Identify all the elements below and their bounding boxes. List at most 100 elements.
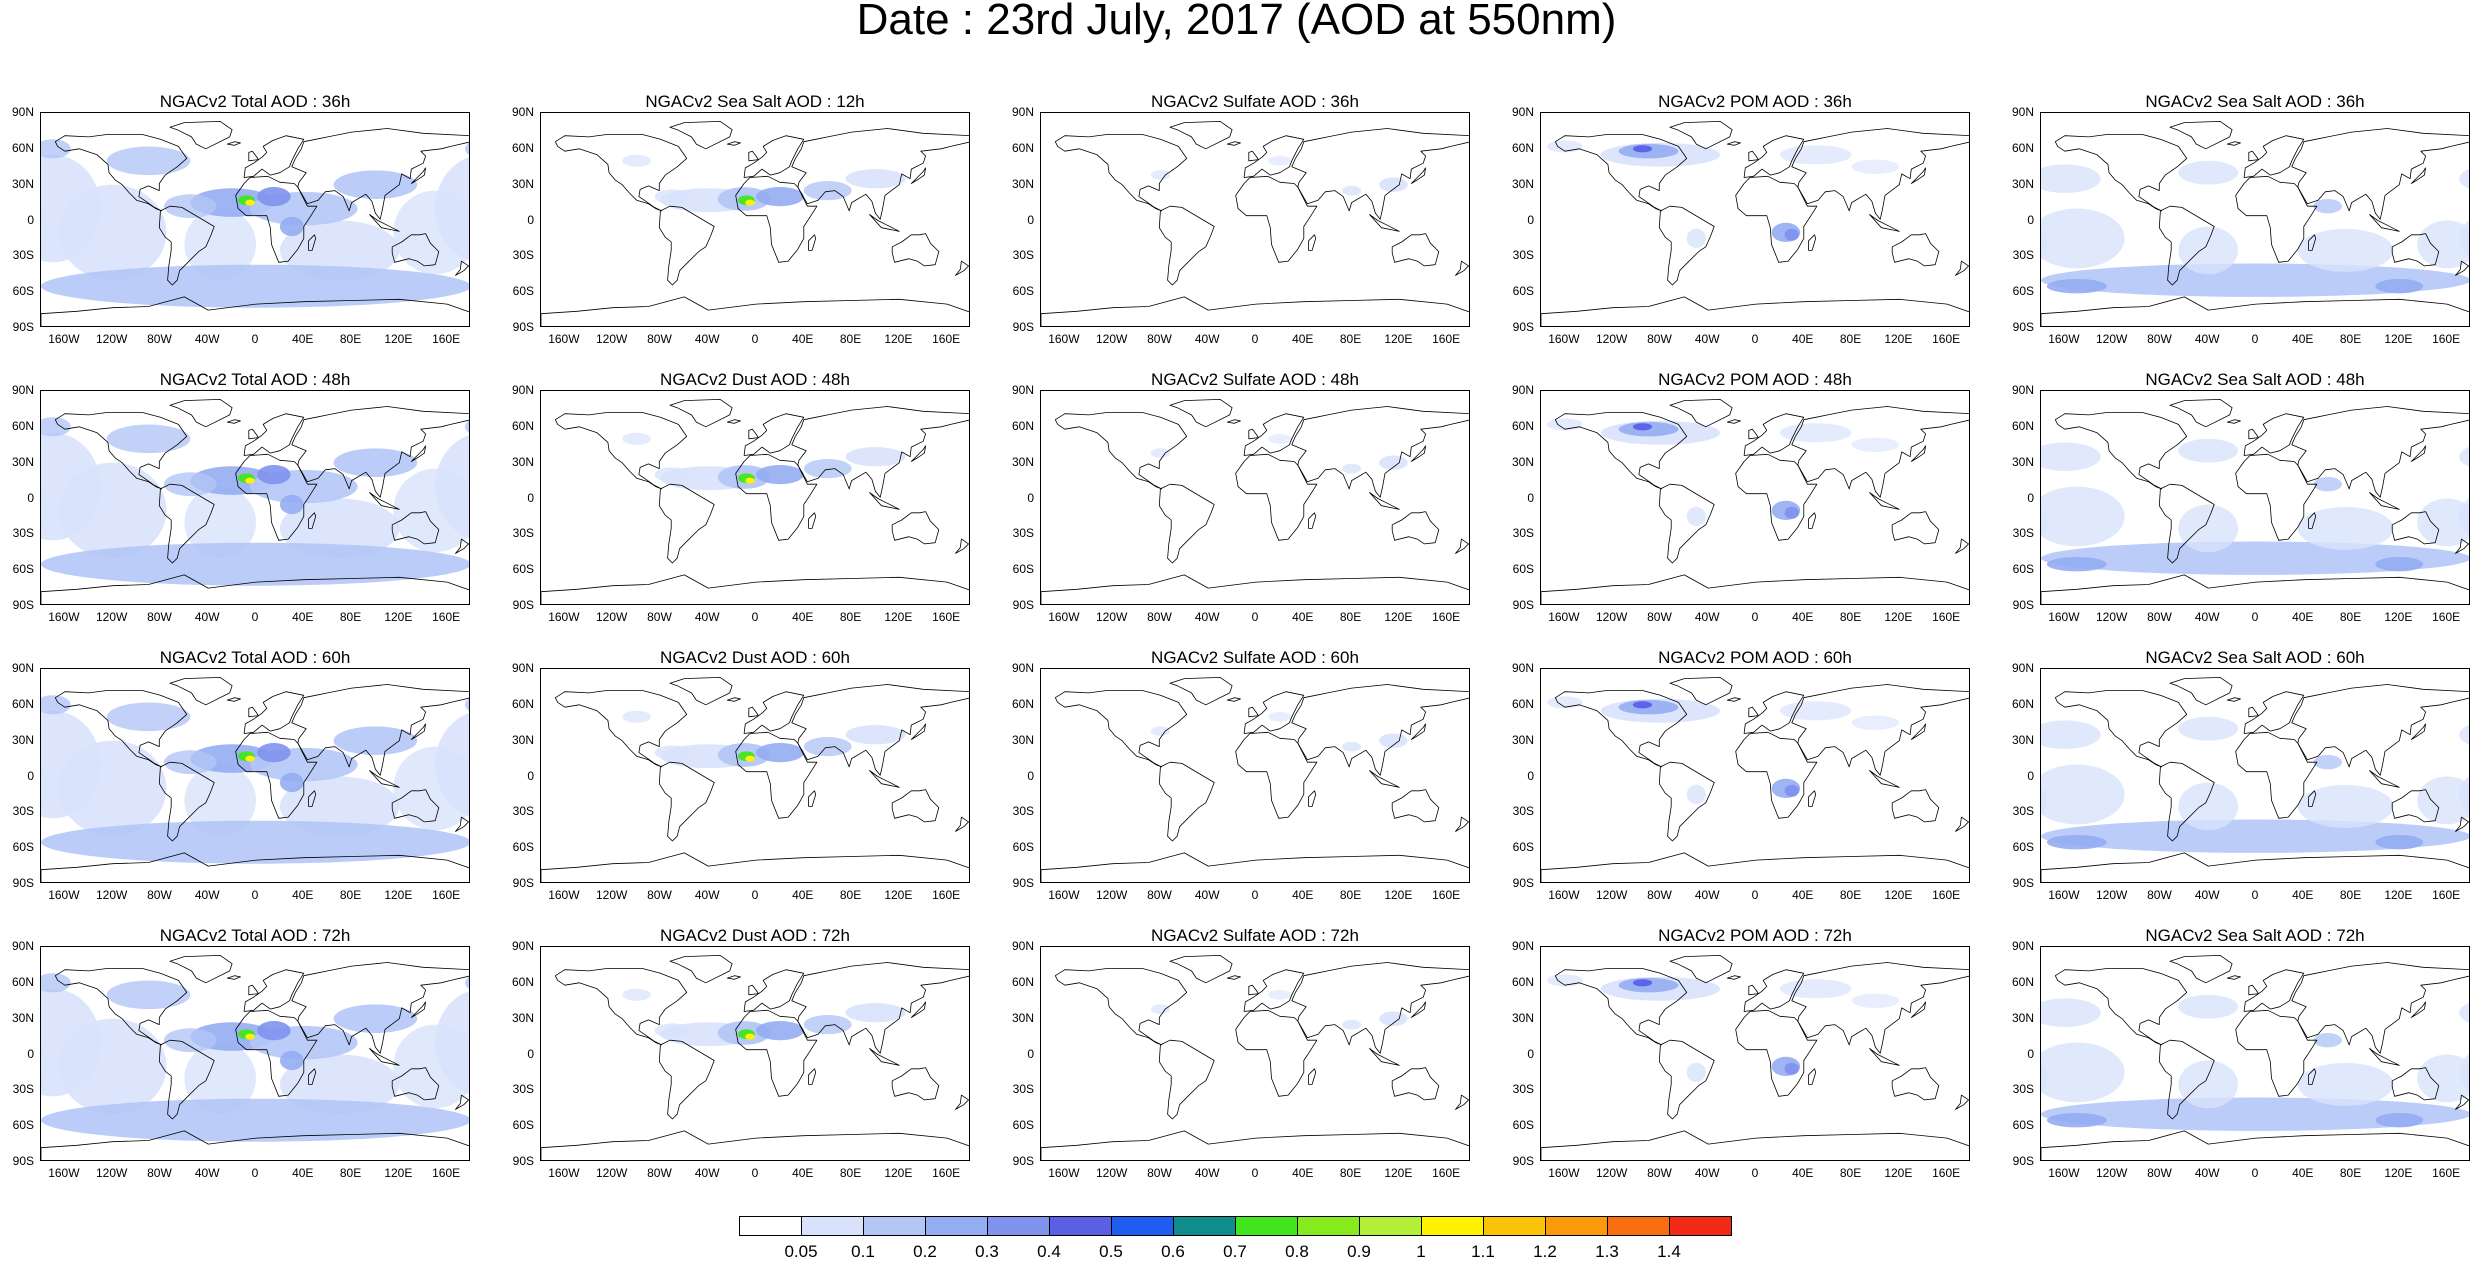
aod-plume [1686,506,1706,526]
aod-plume [2297,784,2394,828]
aod-plume [58,740,167,837]
coastline-indonesia [1869,214,1900,232]
coastline-madagascar [308,790,317,807]
panel-title: NGACv2 POM AOD : 60h [1658,648,1852,667]
map-panel: NGACv2 Dust AOD : 60h 90N 60N 30N 0 30S 60S 90S… [512,648,970,902]
coastline-madagascar [2308,1068,2317,1085]
map-frame [540,390,970,605]
aod-plume [2041,541,2469,575]
aod-plume [2041,508,2047,537]
coastlines [541,398,969,604]
aod-plume [1342,463,1362,474]
latitude-tick-label: 60S [1512,284,1534,299]
longitude-tick-label: 40W [194,610,220,624]
longitude-tick-label: 80E [339,610,362,624]
latitude-tick-label: 90S [512,1154,534,1168]
coastlines [1541,398,1969,604]
latitude-tick-label: 60S [1012,562,1034,577]
map-frame [1040,112,1470,327]
coastline-uk [748,428,759,440]
panel-title: NGACv2 Sulfate AOD : 72h [1151,926,1359,945]
longitude-tick-label: 80W [1647,1166,1672,1180]
coastline-africa [2235,1009,2318,1097]
aod-plume [2297,1062,2394,1106]
coastline-europe [2243,135,2305,178]
coastline-uk [2248,984,2259,996]
aod-plume [1851,159,1900,174]
longitude-tick-label: 160E [932,332,961,346]
coastline-new-zealand [955,538,969,554]
coastline-asia [1791,406,1969,498]
panel-title: NGACv2 Sulfate AOD : 60h [1151,648,1359,667]
coastline-new-zealand [1455,816,1469,832]
coastline-greenland [1169,398,1233,428]
latitude-tick-label: 0 [527,490,534,505]
coastline-europe [743,135,805,178]
latitude-tick-label: 60S [512,562,534,577]
coastline-iceland [1226,697,1241,702]
longitude-tick-label: 80E [339,888,362,902]
aod-plume [1784,506,1799,519]
panel-title: NGACv2 POM AOD : 48h [1658,370,1852,389]
aod-plume [622,710,651,723]
coastline-new-zealand [1955,1094,1969,1110]
latitude-tick-label: 60N [2011,696,2034,711]
coastlines [1041,954,1469,1160]
longitude-tick-label: 120W [595,610,628,624]
coastline-antarctica [2041,1130,2469,1160]
world-map-svg [1041,398,1469,604]
colorbar-tick-label: 0.4 [1037,1242,1061,1261]
aod-plume [745,755,755,762]
coastline-africa [1235,731,1318,819]
colorbar-tick-label: 0.9 [1347,1242,1371,1261]
latitude-tick-label: 90S [1512,876,1534,890]
latitude-tick-label: 60N [2011,418,2034,433]
aod-plume [1779,701,1852,721]
latitude-tick-label: 0 [1527,490,1534,505]
aod-plume [622,432,651,445]
coastline-antarctica [41,1130,469,1160]
aod-plume [41,1098,469,1142]
aod-plume [1784,784,1799,797]
coastline-europe [1243,135,1305,178]
coastline-europe [1743,135,1805,178]
longitude-tick-label: 80E [839,1166,862,1180]
aod-plume [845,169,906,189]
aod-plume [2041,998,2101,1027]
coastline-antarctica [1041,296,1469,326]
latitude-tick-label: 30N [2011,454,2034,469]
longitude-tick-label: 0 [251,332,259,346]
aod-plume [1547,974,1583,987]
coastline-new-zealand [2455,538,2469,554]
coastline-madagascar [2308,512,2317,529]
longitude-tick-label: 80E [1839,1166,1862,1180]
longitude-tick-label: 120W [595,888,628,902]
latitude-tick-label: 90N [511,105,534,119]
aod-plume [654,1023,691,1038]
longitude-tick-label: 40W [2194,1166,2220,1180]
longitude-tick-label: 160W [548,332,580,346]
coastline-greenland [2169,120,2233,150]
aod-colorbar [739,1216,1732,1236]
longitude-tick-label: 40E [792,1166,814,1180]
coastline-africa [235,175,318,263]
aod-plume [245,199,255,206]
aod-plume [41,820,469,864]
colorbar-tick-label: 0.2 [913,1242,937,1261]
coastline-madagascar [308,512,317,529]
latitude-tick-label: 0 [527,768,534,783]
longitude-tick-label: 40W [194,332,220,346]
coastline-south-america [2158,483,2215,564]
longitude-tick-label: 80W [2147,1166,2172,1180]
colorbar-tick-label: 1.2 [1533,1242,1557,1261]
map-frame [1040,668,1470,883]
coastline-south-america [1658,1039,1715,1120]
coastline-new-zealand [1455,260,1469,276]
latitude-tick-label: 30S [12,526,34,541]
latitude-tick-label: 0 [27,490,34,505]
longitude-tick-label: 120E [384,1166,413,1180]
coastline-asia [791,406,969,498]
coastline-greenland [1669,120,1733,150]
coastline-greenland [169,676,233,706]
latitude-tick-label: 60S [12,840,34,855]
